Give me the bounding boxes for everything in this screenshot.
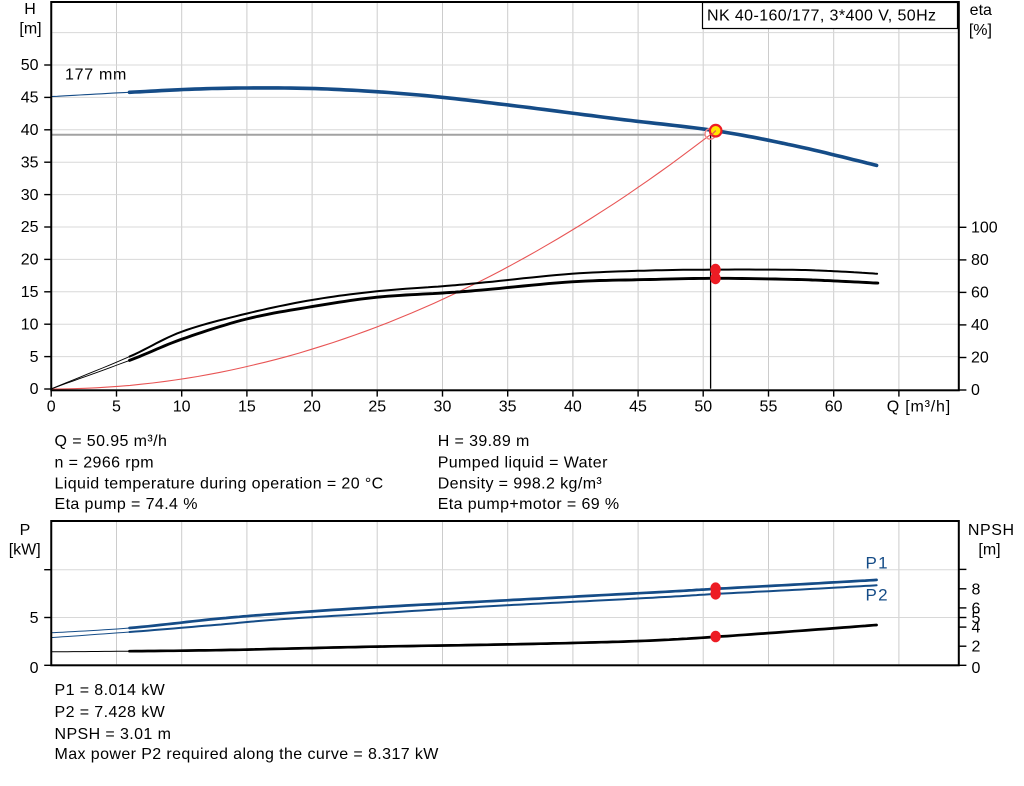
svg-text:NPSH = 3.01 m: NPSH = 3.01 m bbox=[55, 726, 172, 743]
svg-text:55: 55 bbox=[760, 399, 778, 416]
svg-text:Q = 50.95 m³/h: Q = 50.95 m³/h bbox=[55, 433, 168, 450]
svg-text:100: 100 bbox=[971, 219, 998, 236]
svg-text:5: 5 bbox=[972, 610, 981, 627]
svg-text:50: 50 bbox=[21, 57, 39, 74]
svg-text:25: 25 bbox=[21, 219, 39, 236]
svg-text:35: 35 bbox=[499, 399, 517, 416]
svg-text:[m]: [m] bbox=[978, 541, 1000, 558]
svg-text:[m]: [m] bbox=[19, 20, 41, 37]
svg-text:80: 80 bbox=[971, 252, 989, 269]
svg-text:0: 0 bbox=[30, 381, 39, 398]
svg-text:0: 0 bbox=[47, 399, 56, 416]
svg-text:Density = 998.2 kg/m³: Density = 998.2 kg/m³ bbox=[438, 475, 603, 492]
svg-text:5: 5 bbox=[112, 399, 121, 416]
svg-text:25: 25 bbox=[368, 399, 386, 416]
svg-text:Liquid temperature during oper: Liquid temperature during operation = 20… bbox=[55, 475, 384, 492]
svg-text:15: 15 bbox=[21, 284, 39, 301]
svg-text:[kW]: [kW] bbox=[9, 541, 41, 558]
svg-text:20: 20 bbox=[971, 349, 989, 366]
svg-text:Eta pump+motor = 69 %: Eta pump+motor = 69 % bbox=[438, 496, 620, 513]
svg-text:P: P bbox=[20, 522, 31, 539]
svg-text:40: 40 bbox=[564, 399, 582, 416]
svg-text:P2: P2 bbox=[865, 585, 888, 604]
svg-text:NPSH: NPSH bbox=[968, 522, 1015, 539]
svg-text:NK 40-160/177, 3*400 V, 50Hz: NK 40-160/177, 3*400 V, 50Hz bbox=[707, 8, 936, 25]
svg-text:eta: eta bbox=[970, 2, 992, 19]
svg-text:0: 0 bbox=[30, 660, 39, 677]
svg-text:60: 60 bbox=[971, 284, 989, 301]
svg-text:P1 = 8.014 kW: P1 = 8.014 kW bbox=[55, 682, 166, 699]
svg-text:45: 45 bbox=[21, 90, 39, 107]
svg-text:40: 40 bbox=[21, 122, 39, 139]
svg-text:Eta pump = 74.4 %: Eta pump = 74.4 % bbox=[55, 496, 198, 513]
svg-text:0: 0 bbox=[971, 382, 980, 399]
svg-text:30: 30 bbox=[21, 187, 39, 204]
svg-text:P1: P1 bbox=[865, 553, 888, 572]
svg-text:Pumped liquid = Water: Pumped liquid = Water bbox=[438, 455, 608, 472]
svg-text:n = 2966 rpm: n = 2966 rpm bbox=[55, 455, 155, 472]
svg-text:60: 60 bbox=[825, 399, 843, 416]
svg-text:30: 30 bbox=[434, 399, 452, 416]
svg-text:20: 20 bbox=[303, 399, 321, 416]
svg-text:177 mm: 177 mm bbox=[65, 67, 127, 84]
svg-text:10: 10 bbox=[21, 316, 39, 333]
svg-text:2: 2 bbox=[972, 639, 981, 656]
svg-text:Q [m³/h]: Q [m³/h] bbox=[887, 399, 951, 416]
svg-text:5: 5 bbox=[30, 610, 39, 627]
svg-text:H: H bbox=[24, 1, 36, 18]
svg-text:4: 4 bbox=[972, 620, 981, 637]
svg-text:15: 15 bbox=[238, 399, 256, 416]
svg-text:[%]: [%] bbox=[969, 22, 992, 39]
svg-text:10: 10 bbox=[173, 399, 191, 416]
svg-text:50: 50 bbox=[694, 399, 712, 416]
svg-text:6: 6 bbox=[972, 600, 981, 617]
svg-text:20: 20 bbox=[21, 252, 39, 269]
svg-text:0: 0 bbox=[972, 660, 981, 677]
svg-text:40: 40 bbox=[971, 317, 989, 334]
svg-text:P2 = 7.428 kW: P2 = 7.428 kW bbox=[55, 704, 166, 721]
svg-text:8: 8 bbox=[972, 581, 981, 598]
svg-text:5: 5 bbox=[30, 349, 39, 366]
svg-text:35: 35 bbox=[21, 154, 39, 171]
svg-text:Max power P2 required along th: Max power P2 required along the curve = … bbox=[55, 746, 440, 763]
svg-text:45: 45 bbox=[629, 399, 647, 416]
svg-text:H = 39.89 m: H = 39.89 m bbox=[438, 433, 530, 450]
